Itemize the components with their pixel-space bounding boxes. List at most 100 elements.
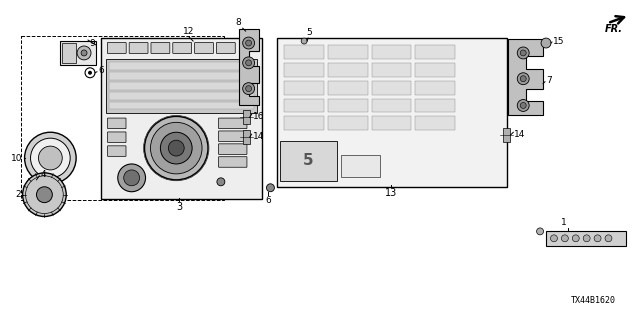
FancyBboxPatch shape <box>504 128 510 142</box>
Circle shape <box>594 235 601 242</box>
FancyBboxPatch shape <box>328 63 367 77</box>
Circle shape <box>88 71 92 75</box>
FancyBboxPatch shape <box>195 43 213 53</box>
Text: 2: 2 <box>15 190 20 199</box>
Circle shape <box>243 57 255 69</box>
Circle shape <box>266 184 275 192</box>
FancyBboxPatch shape <box>243 110 250 124</box>
Circle shape <box>246 86 252 92</box>
Circle shape <box>561 235 568 242</box>
Circle shape <box>246 40 252 46</box>
Text: 6: 6 <box>98 66 104 75</box>
Circle shape <box>517 73 529 85</box>
Text: 1: 1 <box>561 219 567 228</box>
FancyBboxPatch shape <box>284 116 324 130</box>
Circle shape <box>36 187 52 203</box>
FancyBboxPatch shape <box>328 99 367 112</box>
Circle shape <box>243 37 255 49</box>
FancyBboxPatch shape <box>101 38 262 199</box>
Text: 6: 6 <box>266 196 271 205</box>
FancyBboxPatch shape <box>284 45 324 59</box>
Circle shape <box>520 76 526 82</box>
Text: FR.: FR. <box>605 24 623 34</box>
Text: 9: 9 <box>89 39 95 48</box>
Circle shape <box>26 176 63 213</box>
Circle shape <box>77 46 91 60</box>
Circle shape <box>536 228 543 235</box>
FancyBboxPatch shape <box>109 72 253 80</box>
Circle shape <box>243 83 255 95</box>
Circle shape <box>38 146 62 170</box>
FancyBboxPatch shape <box>108 146 126 156</box>
Circle shape <box>161 132 192 164</box>
FancyBboxPatch shape <box>109 82 253 90</box>
FancyBboxPatch shape <box>415 116 455 130</box>
Circle shape <box>124 170 140 186</box>
FancyBboxPatch shape <box>109 62 253 70</box>
Text: 3: 3 <box>176 202 182 212</box>
FancyBboxPatch shape <box>108 118 126 129</box>
FancyBboxPatch shape <box>372 81 412 95</box>
Text: 13: 13 <box>385 188 397 198</box>
FancyBboxPatch shape <box>129 43 148 53</box>
FancyBboxPatch shape <box>372 63 412 77</box>
Circle shape <box>605 235 612 242</box>
Circle shape <box>217 178 225 186</box>
Circle shape <box>572 235 579 242</box>
FancyBboxPatch shape <box>341 155 380 177</box>
FancyBboxPatch shape <box>280 141 337 181</box>
Circle shape <box>520 50 526 56</box>
Circle shape <box>168 140 184 156</box>
Circle shape <box>22 173 66 217</box>
FancyBboxPatch shape <box>108 43 126 53</box>
FancyBboxPatch shape <box>415 45 455 59</box>
Circle shape <box>246 60 252 66</box>
Circle shape <box>24 132 76 184</box>
Text: 15: 15 <box>553 36 564 45</box>
Text: 14: 14 <box>515 130 525 139</box>
FancyBboxPatch shape <box>219 131 247 141</box>
Text: 12: 12 <box>183 27 195 36</box>
FancyBboxPatch shape <box>284 63 324 77</box>
Text: 4: 4 <box>40 170 46 180</box>
FancyBboxPatch shape <box>60 41 96 65</box>
Text: 5: 5 <box>303 154 314 169</box>
FancyBboxPatch shape <box>108 132 126 142</box>
FancyBboxPatch shape <box>219 118 247 129</box>
Polygon shape <box>239 29 259 106</box>
Circle shape <box>517 47 529 59</box>
FancyBboxPatch shape <box>372 45 412 59</box>
FancyBboxPatch shape <box>372 116 412 130</box>
FancyBboxPatch shape <box>415 81 455 95</box>
Text: 10: 10 <box>11 154 22 163</box>
FancyBboxPatch shape <box>328 81 367 95</box>
FancyBboxPatch shape <box>109 92 253 100</box>
Circle shape <box>541 38 551 48</box>
FancyBboxPatch shape <box>151 43 170 53</box>
Circle shape <box>517 100 529 111</box>
FancyBboxPatch shape <box>216 43 236 53</box>
FancyBboxPatch shape <box>219 157 247 167</box>
FancyBboxPatch shape <box>372 99 412 112</box>
FancyBboxPatch shape <box>415 99 455 112</box>
FancyBboxPatch shape <box>173 43 191 53</box>
Circle shape <box>301 38 307 44</box>
Circle shape <box>118 164 145 192</box>
FancyBboxPatch shape <box>243 130 250 144</box>
FancyBboxPatch shape <box>106 59 257 113</box>
FancyBboxPatch shape <box>415 63 455 77</box>
FancyBboxPatch shape <box>545 231 626 246</box>
FancyBboxPatch shape <box>328 116 367 130</box>
FancyBboxPatch shape <box>62 43 76 63</box>
Circle shape <box>583 235 590 242</box>
FancyBboxPatch shape <box>328 45 367 59</box>
Text: 8: 8 <box>236 18 241 27</box>
Circle shape <box>145 116 208 180</box>
Text: 16: 16 <box>253 112 264 121</box>
Text: 5: 5 <box>306 28 312 37</box>
FancyBboxPatch shape <box>284 99 324 112</box>
Circle shape <box>520 102 526 108</box>
Polygon shape <box>508 39 543 116</box>
FancyBboxPatch shape <box>109 101 253 109</box>
Circle shape <box>150 122 202 174</box>
